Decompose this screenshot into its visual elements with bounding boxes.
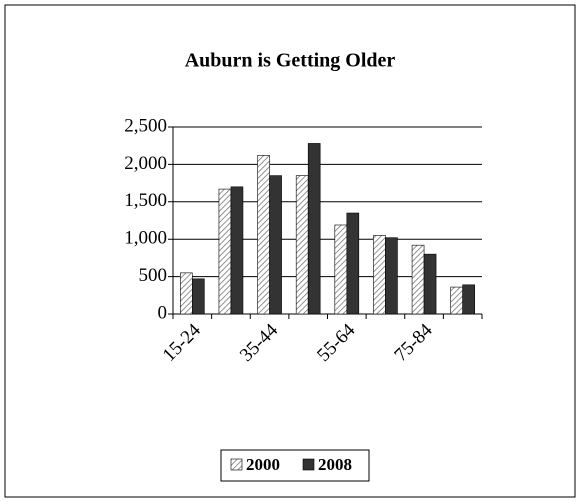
bar	[334, 224, 348, 315]
y-tick-label: 500	[139, 265, 168, 286]
y-tick-label: 1,000	[124, 228, 167, 249]
legend-swatch	[302, 458, 315, 471]
bar	[423, 253, 437, 315]
bar	[307, 143, 321, 315]
bar	[218, 188, 232, 315]
y-tick-label: 1,500	[124, 190, 167, 211]
bar	[295, 175, 309, 315]
bar	[192, 278, 205, 315]
bar	[462, 284, 475, 315]
bar	[257, 155, 270, 315]
y-tick-label: 0	[158, 302, 168, 323]
bar	[269, 175, 282, 315]
y-tick-label: 2,500	[124, 115, 167, 136]
bar	[385, 237, 398, 315]
legend-swatch	[230, 458, 243, 471]
legend-label: 2000	[246, 455, 280, 474]
legend-label: 2008	[318, 455, 352, 474]
bar	[373, 235, 386, 315]
bar	[230, 186, 244, 315]
legend-box	[220, 449, 370, 482]
bar	[411, 244, 425, 315]
chart-title: Auburn is Getting Older	[185, 50, 396, 72]
bar	[180, 272, 193, 315]
y-tick-label: 2,000	[124, 153, 167, 174]
bar	[346, 212, 360, 315]
chart-frame	[4, 4, 576, 498]
bar	[450, 286, 463, 315]
